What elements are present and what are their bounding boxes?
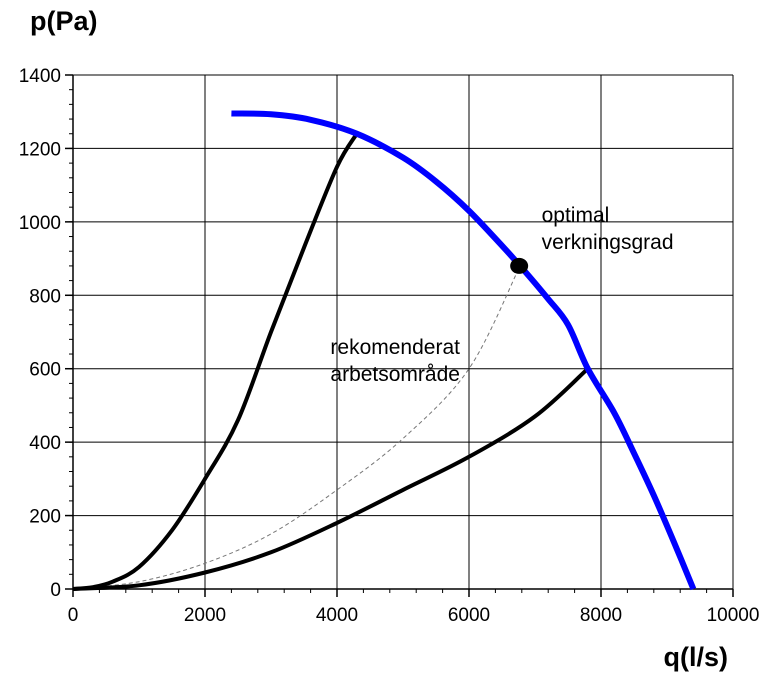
annotation-label: optimal verkningsgrad — [542, 204, 674, 254]
optimal-efficiency-line — [72, 267, 520, 590]
system-curve-flat-line — [72, 367, 590, 591]
y-tick-label: 800 — [29, 286, 61, 307]
y-axis-title: p(Pa) — [30, 6, 98, 36]
annotation-label: rekomenderat arbetsområde — [330, 336, 460, 386]
y-tick-label: 1000 — [19, 213, 61, 234]
y-tick-label: 1200 — [19, 139, 61, 160]
optimal-point-marker — [510, 257, 529, 274]
x-tick-label: 10000 — [707, 605, 760, 626]
annotation-line: rekomenderat — [330, 336, 460, 359]
x-tick-label: 2000 — [184, 605, 226, 626]
x-tick-label: 6000 — [448, 605, 490, 626]
grid — [72, 74, 734, 590]
x-tick-label: 0 — [68, 605, 79, 626]
annotation-line: optimal — [542, 204, 610, 227]
fan-curve-line — [231, 110, 697, 591]
y-tick-label: 1400 — [19, 66, 61, 87]
y-tick-label: 200 — [29, 507, 61, 528]
annotation-line: arbetsområde — [330, 363, 460, 386]
system-curve-steep-line — [72, 132, 359, 591]
x-tick-label: 8000 — [580, 605, 622, 626]
x-tick-label: 4000 — [316, 605, 358, 626]
annotation-line: verkningsgrad — [542, 231, 674, 254]
y-tick-label: 400 — [29, 433, 61, 454]
x-axis-title: q(l/s) — [664, 642, 729, 672]
axis-ticks: 0 2000 4000 6000 8000 10000 0 200 400 600 800 1000 1… — [19, 66, 760, 626]
series-group — [72, 110, 697, 591]
annotations: optimal verkningsgrad rekomenderat arbetsom… — [330, 204, 673, 386]
y-tick-label: 600 — [29, 360, 61, 381]
y-tick-label: 0 — [50, 580, 61, 601]
